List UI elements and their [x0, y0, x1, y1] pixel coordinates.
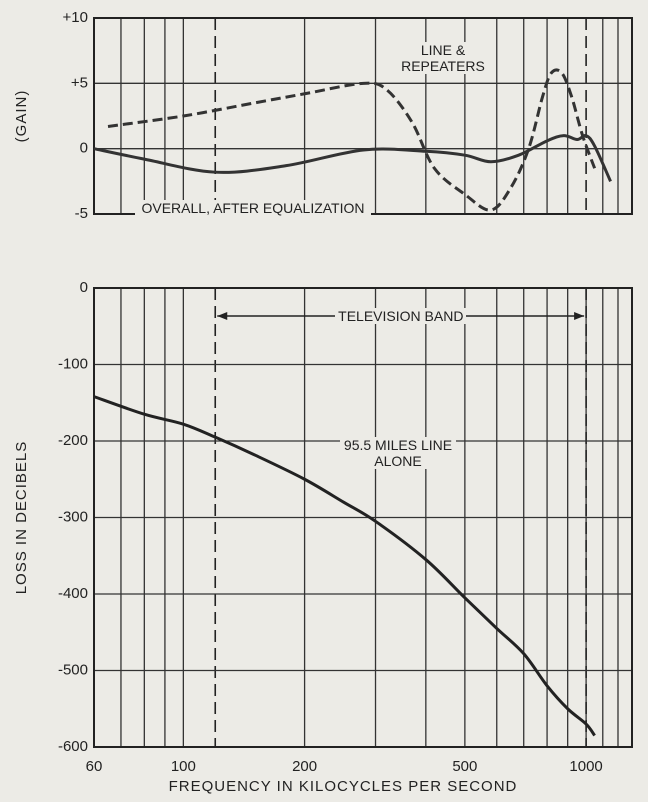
series-label: LINE & REPEATERS — [390, 42, 496, 74]
y-tick-label: -5 — [75, 205, 88, 222]
y-tick-label: +5 — [71, 74, 88, 91]
y-tick-label: -200 — [58, 432, 88, 449]
y-tick-label: -500 — [58, 661, 88, 678]
x-tick-label: 500 — [452, 758, 477, 775]
y-tick-label: -100 — [58, 355, 88, 372]
x-tick-label: 1000 — [569, 758, 602, 775]
series-line — [93, 133, 612, 182]
x-axis-label: FREQUENCY IN KILOCYCLES PER SECOND — [169, 778, 518, 795]
band-label: TELEVISION BAND — [335, 308, 467, 324]
series-line — [93, 395, 596, 737]
series-label: 95.5 MILES LINE ALONE — [340, 437, 456, 469]
y-axis-label: LOSS IN DECIBELS — [13, 441, 30, 595]
plot-frame — [93, 287, 633, 748]
y-tick-label: 0 — [80, 140, 88, 157]
y-tick-label: 0 — [80, 279, 88, 296]
y-tick-label: +10 — [63, 9, 88, 26]
x-tick-label: 100 — [171, 758, 196, 775]
y-tick-label: -300 — [58, 508, 88, 525]
y-tick-label: -600 — [58, 738, 88, 755]
y-tick-label: -400 — [58, 585, 88, 602]
series-line — [107, 68, 597, 212]
y-axis-label: (GAIN) — [13, 90, 30, 143]
x-tick-label: 200 — [292, 758, 317, 775]
x-tick-label: 60 — [86, 758, 103, 775]
series-label: OVERALL, AFTER EQUALIZATION — [135, 200, 371, 216]
